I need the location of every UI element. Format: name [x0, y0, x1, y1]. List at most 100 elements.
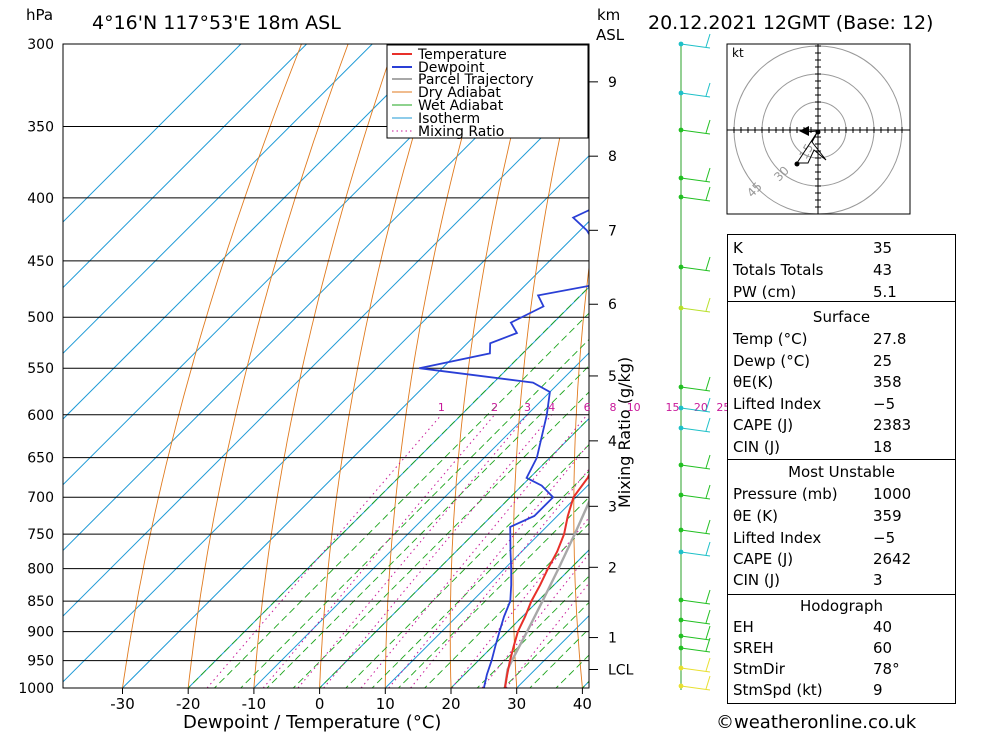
most-unstable-panel: Most Unstable Pressure (mb) 1000 θE (K) 35…: [727, 459, 956, 595]
wind-barb-flag: [705, 82, 711, 97]
dry-adiabat-line: [187, 44, 349, 688]
totals-totals-value: 43: [873, 261, 893, 279]
k-index-label: K: [733, 239, 743, 257]
wet-adiabat-line: [187, 286, 589, 688]
wind-barb-shaft: [680, 647, 711, 653]
mixing-ratio-tick-label: 10: [627, 401, 641, 414]
temperature-tick-label: 40: [573, 695, 592, 713]
wind-barb-flag: [705, 519, 711, 534]
mu-pressure-value: 1000: [873, 485, 912, 503]
isotherm-line: [63, 155, 589, 683]
x-axis-label: Dewpoint / Temperature (°C): [183, 712, 441, 733]
dry-adiabat-line: [573, 263, 589, 688]
wet-adiabat-line: [345, 444, 589, 688]
temperature-tick-label: 0: [315, 695, 325, 713]
temperature-tick-label: -30: [110, 695, 135, 713]
wind-barb-shaft: [680, 464, 711, 470]
dry-adiabat-line: [952, 7, 1000, 714]
isotherm-line: [63, 44, 439, 420]
pressure-tick-label: 300: [27, 37, 54, 53]
legend-mixing-ratio: Mixing Ratio: [418, 124, 504, 140]
pressure-tick-label: 900: [27, 625, 54, 641]
wind-barb-shaft: [680, 407, 711, 413]
isotherm-line: [63, 44, 308, 289]
mixing-ratio-tick-label: 6: [584, 401, 591, 414]
wind-barb-column: [678, 33, 711, 691]
wet-adiabat-line: [292, 391, 589, 688]
surface-li-value: −5: [873, 395, 896, 413]
wind-barb-flag: [705, 167, 711, 182]
legend-dewpoint: Dewpoint: [418, 60, 485, 76]
eh-value: 40: [873, 618, 893, 636]
dry-adiabat-line: [690, 7, 728, 714]
isotherm-line: [253, 352, 589, 688]
hodograph-unit: kt: [732, 46, 744, 60]
copyright-text: ©weatheronline.co.uk: [716, 712, 917, 733]
pressure-tick-label: 400: [27, 191, 54, 207]
mixing-ratio-line: [262, 414, 495, 688]
km-tick-label: 2: [608, 560, 617, 576]
mu-cape-value: 2642: [873, 550, 912, 568]
wind-barb-shaft: [680, 619, 711, 625]
temperature-profile: [503, 472, 589, 688]
hodograph-point-low: [794, 161, 800, 167]
surface-dewp-label: Dewp (°C): [733, 352, 811, 370]
pressure-tick-label: 350: [27, 119, 54, 135]
profiles: [419, 209, 589, 688]
dewpoint-profile: [419, 209, 589, 688]
wind-barb-flag: [705, 397, 711, 412]
asl-unit-label: ASL: [596, 26, 625, 44]
hodograph-stats-title: Hodograph: [799, 597, 884, 615]
hodograph-point-top: [815, 129, 821, 135]
legend-temperature: Temperature: [417, 47, 507, 63]
surface-dewp-value: 25: [873, 352, 893, 370]
wind-barb-flag: [705, 33, 711, 48]
indices-panel: K 35 Totals Totals 43 PW (cm) 5.1: [727, 234, 956, 302]
totals-totals-label: Totals Totals: [733, 261, 824, 279]
dry-adiabat-line: [122, 44, 302, 688]
km-tick-label: LCL: [608, 662, 634, 678]
mixing-ratio-labels: 1 2 3 4 6 8 10 15 20 25: [438, 401, 731, 414]
wind-barb-flag: [705, 484, 711, 499]
dry-adiabat-line: [384, 44, 489, 688]
surface-theta-value: 358: [873, 373, 902, 391]
mu-cin-value: 3: [873, 571, 883, 589]
stmspd-value: 9: [873, 681, 883, 699]
pressure-tick-label: 450: [27, 254, 54, 270]
isotherm-line: [63, 44, 242, 223]
legend-isotherm: Isotherm: [418, 111, 480, 127]
mixing-ratio-tick-label: 15: [666, 401, 680, 414]
wind-barb-flag: [705, 657, 711, 672]
pressure-tick-label: 750: [27, 527, 54, 543]
mixing-ratio-tick-label: 25: [716, 401, 730, 414]
wind-barb-flag: [705, 589, 711, 604]
mu-pressure-label: Pressure (mb): [733, 485, 838, 503]
mu-li-value: −5: [873, 529, 896, 547]
wind-barb-flag: [705, 376, 711, 391]
wet-adiabat-line: [318, 417, 589, 688]
eh-label: EH: [733, 618, 754, 636]
km-tick-label: 6: [608, 297, 617, 313]
surface-cape-label: CAPE (J): [733, 416, 794, 434]
surface-panel: Surface Temp (°C) 27.8 Dewp (°C) 25 θE(K) 3…: [727, 301, 956, 460]
legend-wet-adiabat: Wet Adiabat: [418, 98, 504, 114]
km-unit-label: km: [597, 6, 620, 24]
most-unstable-title: Most Unstable: [788, 463, 895, 481]
surface-cin-value: 18: [873, 438, 893, 456]
dry-adiabat-line: [449, 44, 535, 688]
km-axis: 1 2 3 4 5 6 7 8 9 LCL: [589, 75, 634, 678]
pw-value: 5.1: [873, 283, 897, 301]
surface-title: Surface: [812, 308, 871, 326]
wind-barb-flag: [705, 637, 711, 652]
pressure-axis: 300 350 400 450 500 550 600 650 700 750 800 850 900 9…: [18, 37, 54, 697]
mixing-ratio-line: [410, 468, 589, 688]
wind-barb-shaft: [680, 266, 711, 272]
sreh-value: 60: [873, 639, 893, 657]
hodograph-stats-panel: Hodograph EH 40 SREH 60 StmDir 78° StmSpd (…: [727, 594, 956, 704]
dry-adiabat-line: [253, 44, 396, 688]
surface-temp-label: Temp (°C): [733, 330, 808, 348]
wind-barb-flag: [705, 417, 711, 432]
surface-temp-value: 27.8: [873, 330, 907, 348]
km-tick-label: 5: [608, 369, 617, 385]
dry-adiabat-line: [633, 7, 682, 714]
